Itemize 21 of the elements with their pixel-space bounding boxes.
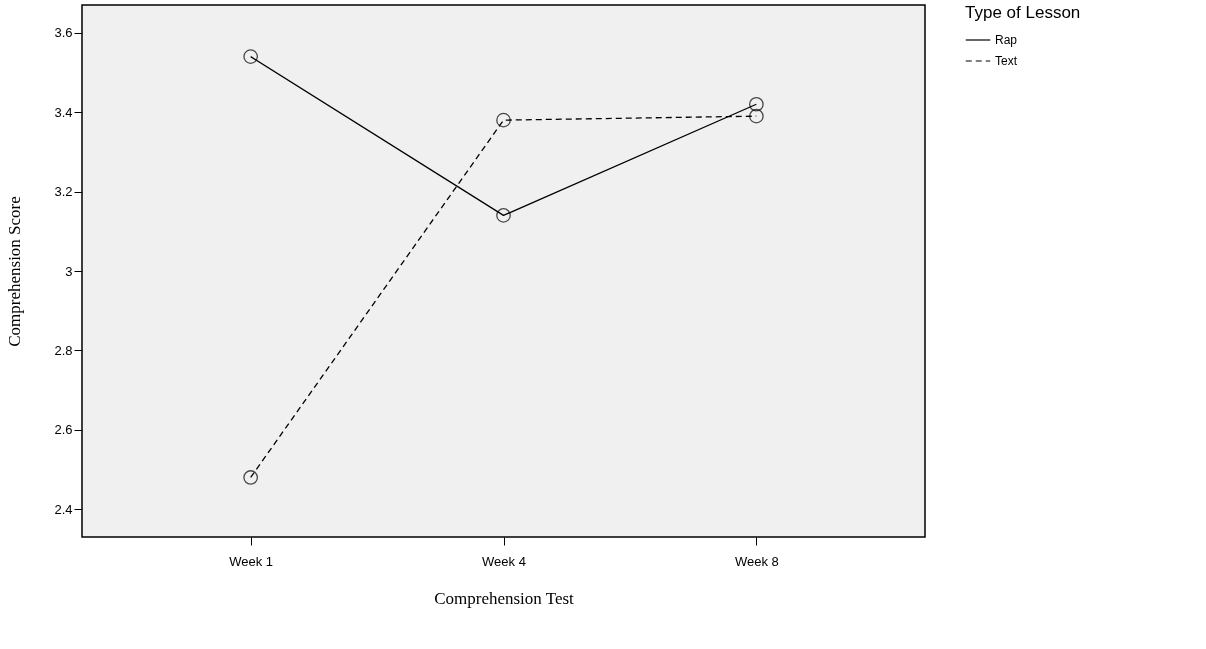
point	[496, 208, 511, 223]
y-tick-label: 3.4	[54, 104, 73, 120]
y-tick-label: 3	[65, 263, 73, 279]
x-axis-title: Comprehension Test	[434, 588, 575, 608]
y-tick-label: 2.8	[54, 342, 73, 358]
legend-title: Type of Lesson	[965, 3, 1081, 22]
legend-label: Rap	[995, 33, 1018, 47]
y-axis-title: Comprehension Score	[5, 196, 25, 347]
point	[243, 49, 259, 64]
x-tick-label: Week 4	[482, 553, 526, 569]
point	[496, 112, 511, 128]
point	[748, 96, 764, 112]
point	[748, 108, 764, 124]
legend-label: Text	[995, 54, 1018, 68]
x-tick-label: Week 8	[734, 553, 779, 569]
y-tick-label: 2.6	[54, 422, 73, 438]
point	[243, 470, 259, 485]
y-tick-label: 2.4	[54, 501, 73, 517]
y-tick-label: 3.6	[54, 25, 73, 41]
y-tick-label: 3.2	[54, 184, 73, 200]
x-tick-label: Week 1	[229, 553, 274, 569]
